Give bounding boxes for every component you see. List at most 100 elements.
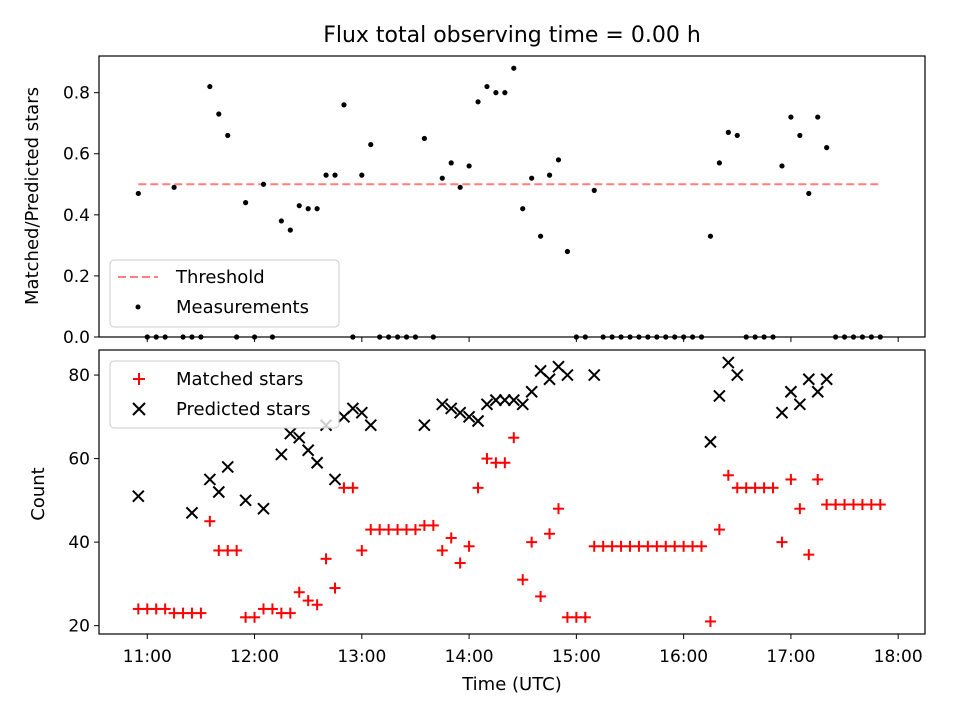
matched-star-point (517, 574, 529, 586)
measurement-point (555, 157, 562, 163)
matched-star-point (776, 536, 788, 548)
matched-star-point (454, 557, 466, 569)
measurement-point (475, 99, 481, 105)
measurement-point (466, 163, 472, 169)
matched-legend-label: Matched stars (176, 369, 303, 390)
measurement-point (779, 163, 785, 169)
measurement-point (788, 114, 794, 120)
predicted-star-point (471, 414, 485, 428)
measurement-point (225, 132, 231, 139)
top-y-tick-label: 0.4 (63, 206, 90, 226)
matched-star-point (311, 599, 323, 611)
predicted-star-point (784, 385, 798, 398)
predicted-star-point (489, 393, 503, 407)
threshold-legend-label: Threshold (175, 267, 265, 288)
measurements-legend-swatch (135, 304, 141, 310)
bottom-axes-frame (98, 349, 926, 635)
measurement-point (591, 187, 597, 193)
measurement-point (296, 203, 302, 209)
measurement-point (278, 218, 284, 224)
top-legend: Threshold Measurements (109, 259, 340, 328)
bottom-y-tick-label: 20 (68, 617, 90, 637)
x-tick-label: 14:00 (445, 647, 494, 667)
bottom-y-axis-label: Count (28, 467, 49, 520)
measurement-point (538, 233, 544, 239)
matched-star-point (713, 524, 725, 536)
matched-star-point (204, 515, 216, 527)
measurement-point (448, 160, 454, 166)
predicted-star-point (480, 398, 494, 411)
top-y-tick-label: 0.6 (63, 145, 90, 165)
matched-star-point (302, 595, 314, 607)
predicted-star-point (436, 398, 449, 411)
matched-star-point (526, 536, 538, 548)
measurement-point (725, 129, 731, 135)
bottom-y-ticks: 20 40 60 80 (68, 366, 99, 637)
predicted-star-point (722, 356, 735, 369)
predicted-star-point (731, 368, 744, 382)
matched-star-point (427, 519, 439, 531)
matched-star-point (195, 607, 207, 619)
matched-star-point (472, 482, 484, 494)
measurement-point (806, 190, 812, 197)
bottom-y-tick-label: 40 (68, 533, 90, 553)
predicted-star-point (462, 410, 476, 424)
measurement-point (314, 206, 320, 212)
predicted-star-point (561, 368, 574, 382)
predicted-star-point (498, 393, 512, 407)
top-axes: 0.00.20.40.60.8 Matched/Predicted stars … (22, 55, 926, 348)
measurement-point (243, 200, 249, 206)
matched-legend-swatch (133, 373, 145, 385)
x-tick-label: 18:00 (874, 647, 923, 667)
top-y-tick-label: 0.0 (63, 328, 90, 348)
measurement-point (332, 172, 338, 178)
measurement-point (305, 206, 311, 212)
x-tick-label: 11:00 (123, 647, 172, 667)
predicted-star-point (445, 402, 458, 415)
predicted-star-point (310, 456, 324, 469)
x-tick-label: 13:00 (337, 647, 386, 667)
matched-star-point (356, 544, 368, 556)
matched-star-point (552, 503, 564, 515)
measurement-point (484, 83, 490, 90)
measurement-point (797, 132, 803, 139)
matched-star-point (159, 603, 171, 615)
predicted-star-point (453, 406, 467, 419)
matched-star-point (409, 524, 421, 536)
matched-star-point (767, 482, 779, 494)
predicted-star-point (704, 435, 717, 449)
predicted-star-point (543, 373, 556, 386)
measurement-point (707, 233, 714, 239)
measurement-point (564, 248, 571, 255)
matched-star-point (481, 453, 493, 465)
bottom-legend-box (109, 360, 340, 429)
matched-star-point (463, 540, 475, 552)
matched-star-point (329, 582, 341, 594)
bottom-marks (132, 356, 886, 627)
predicted-star-point (507, 393, 520, 407)
measurement-point (323, 172, 329, 178)
chart-title: Flux total observing time = 0.00 h (323, 23, 701, 48)
predicted-star-point (355, 406, 369, 419)
matched-star-point (579, 611, 591, 623)
measurement-point (529, 175, 535, 181)
matched-star-point (445, 532, 457, 544)
top-y-tick-label: 0.2 (63, 267, 90, 287)
matched-star-point (266, 603, 278, 615)
measurement-point (511, 65, 517, 71)
predicted-star-point (346, 402, 360, 415)
matched-star-point (347, 482, 359, 494)
predicted-star-point (328, 473, 342, 486)
predicted-star-point (775, 406, 789, 419)
top-legend-box (109, 259, 340, 328)
measurement-point (502, 90, 508, 96)
predicted-star-point (221, 460, 234, 474)
measurement-point (341, 102, 347, 108)
predicted-star-point (793, 398, 807, 411)
matched-star-point (508, 432, 520, 444)
predicted-star-point (588, 368, 601, 382)
predicted-star-point (516, 398, 529, 411)
matched-star-point (284, 607, 296, 619)
